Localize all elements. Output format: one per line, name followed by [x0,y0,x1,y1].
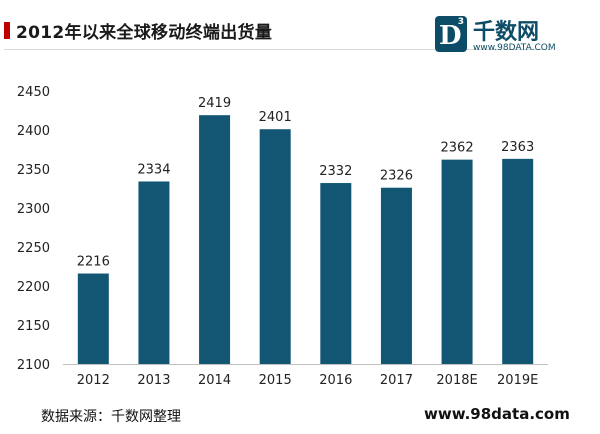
data-label: 2332 [319,164,352,179]
x-tick-label: 2015 [259,373,292,388]
logo-badge-icon: D 3 [435,16,467,52]
bar [502,158,534,364]
data-label: 2363 [501,140,534,155]
y-tick-label: 2350 [17,163,50,178]
chart-title: 2012年以来全球移动终端出货量 [16,23,273,43]
bar [199,115,231,365]
x-tick-label: 2018E [436,373,477,388]
data-label: 2326 [380,169,413,184]
data-label: 2401 [259,110,292,125]
logo-url: www.98DATA.COM [473,43,556,53]
data-label: 2419 [198,96,231,111]
logo-superscript: 3 [457,17,464,27]
title-accent-bar [4,22,10,39]
x-tick-label: 2013 [137,373,170,388]
y-tick-label: 2150 [17,319,50,334]
x-tick-label: 2019E [497,373,538,388]
bar [259,129,291,364]
footer-url: www.98data.com [424,405,570,423]
bars: 2216 2334 2419 2401 2332 2326 2362 2363 [77,96,534,365]
y-tick-label: 2400 [17,124,50,139]
y-tick-label: 2200 [17,280,50,295]
x-tick-label: 2017 [380,373,413,388]
y-tick-label: 2100 [17,358,50,373]
bar [380,187,412,364]
y-tick-label: 2250 [17,241,50,256]
x-tick-label: 2016 [319,373,352,388]
x-axis: 2012 2013 2014 2015 2016 2017 2018E 2019E [63,364,548,388]
bar-chart: 2100 2150 2200 2250 2300 2350 2400 2450 2216 233… [17,85,548,388]
x-tick-label: 2014 [198,373,231,388]
bar [441,159,473,364]
y-axis: 2100 2150 2200 2250 2300 2350 2400 2450 [17,85,50,373]
source-note: 数据来源：千数网整理 [41,409,181,425]
brand-logo: D 3 千数网 www.98DATA.COM [435,14,575,60]
y-tick-label: 2300 [17,202,50,217]
data-label: 2362 [441,141,474,156]
bar [77,273,109,364]
data-label: 2216 [77,255,110,270]
y-tick-label: 2450 [17,85,50,100]
logo-name: 千数网 [473,20,540,45]
x-tick-label: 2012 [77,373,110,388]
data-label: 2334 [137,162,170,177]
logo-letter: D [439,21,462,51]
bar [138,181,170,364]
title-divider [4,49,552,50]
bar [320,183,352,364]
